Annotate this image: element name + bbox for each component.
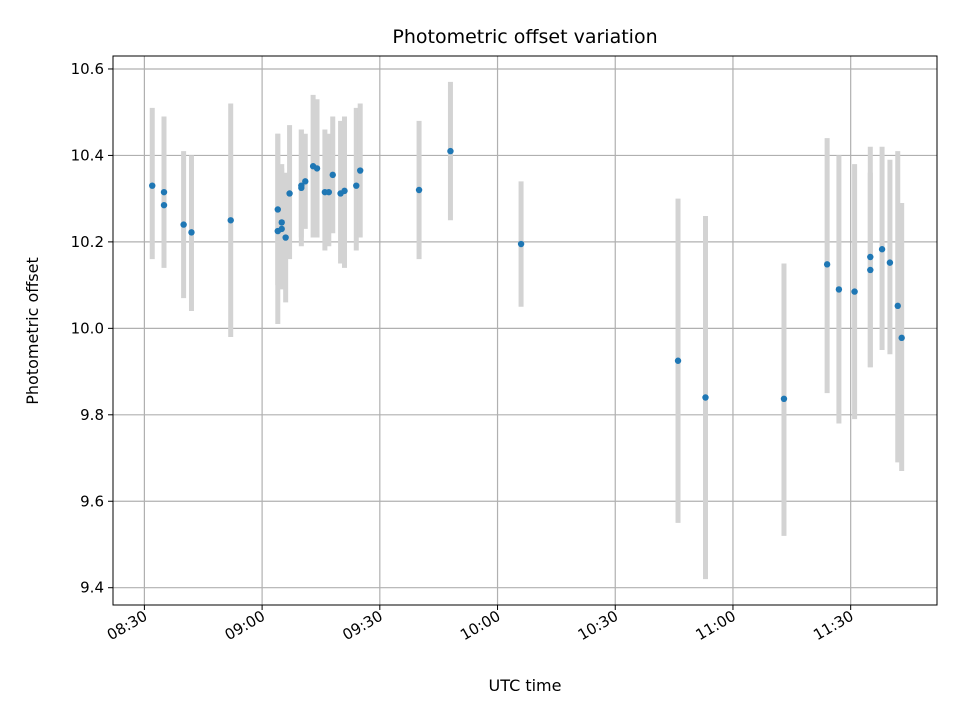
data-point xyxy=(517,240,525,248)
chart-title: Photometric offset variation xyxy=(392,26,657,48)
y-tick-label: 10.4 xyxy=(71,146,104,164)
y-axis-title: Photometric offset xyxy=(23,257,42,405)
data-point xyxy=(160,201,168,209)
data-point xyxy=(278,219,285,226)
data-point xyxy=(894,302,901,310)
y-tick-label: 9.4 xyxy=(80,579,104,597)
data-point xyxy=(282,234,289,241)
data-point xyxy=(823,261,831,268)
data-point xyxy=(867,253,874,261)
data-point xyxy=(447,147,454,155)
data-point xyxy=(278,225,285,233)
data-point xyxy=(886,259,894,266)
data-point xyxy=(835,286,843,293)
y-tick-label: 10.2 xyxy=(71,233,104,251)
grid xyxy=(113,56,937,605)
data-point xyxy=(341,187,348,195)
data-point xyxy=(298,182,305,189)
data-point xyxy=(325,188,333,196)
data-point xyxy=(674,357,682,364)
data-point xyxy=(329,171,336,179)
data-point xyxy=(227,217,234,224)
data-points xyxy=(149,147,905,403)
data-point xyxy=(188,229,195,236)
data-point xyxy=(851,288,858,295)
data-point xyxy=(357,167,364,174)
data-point xyxy=(313,165,321,172)
data-point xyxy=(160,188,168,196)
plot-frame xyxy=(112,55,938,606)
data-point xyxy=(180,221,187,228)
data-point xyxy=(302,178,309,185)
y-tick-label: 9.8 xyxy=(80,406,104,424)
data-point xyxy=(878,246,886,253)
data-point xyxy=(702,394,709,401)
y-tick-label: 10.0 xyxy=(71,319,104,337)
data-point xyxy=(415,186,423,194)
data-point xyxy=(353,182,360,189)
data-point xyxy=(780,395,788,403)
data-point xyxy=(898,334,905,342)
data-point xyxy=(274,206,281,213)
data-point xyxy=(149,182,156,189)
x-axis-title: UTC time xyxy=(489,676,562,695)
y-tick-label: 9.6 xyxy=(80,492,104,510)
y-axis-ticks: 9.4 9.6 9.8 10.0 10.2 10.4 10.6 xyxy=(71,60,113,597)
y-tick-label: 10.6 xyxy=(71,60,104,78)
data-point xyxy=(867,266,874,274)
data-point xyxy=(286,190,293,197)
